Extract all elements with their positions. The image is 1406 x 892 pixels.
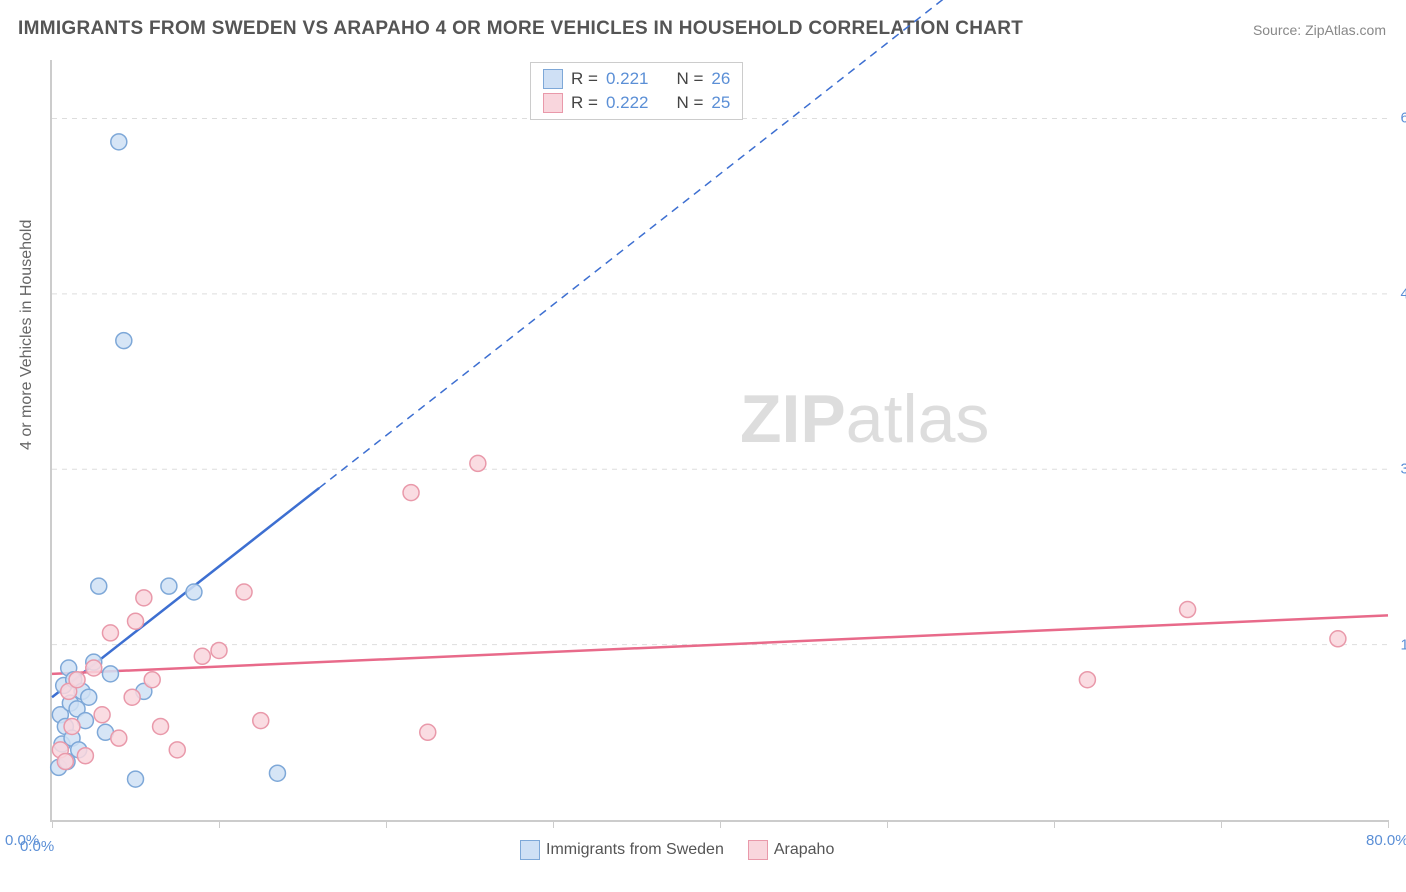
y-tick-label: 60.0% xyxy=(1393,110,1406,127)
x-tick xyxy=(1388,820,1389,828)
legend-n-label: N = xyxy=(676,69,703,89)
y-axis-label: 4 or more Vehicles in Household xyxy=(18,220,36,450)
x-tick-label: 80.0% xyxy=(1366,832,1406,849)
chart-title: IMMIGRANTS FROM SWEDEN VS ARAPAHO 4 OR M… xyxy=(18,18,1023,40)
x-tick-label: 0.0% xyxy=(20,838,54,855)
legend-series-label: Immigrants from Sweden xyxy=(546,841,724,859)
y-tick-label: 45.0% xyxy=(1393,285,1406,302)
legend-r-value: 0.221 xyxy=(606,69,649,89)
x-tick xyxy=(386,820,387,828)
legend-n-label: N = xyxy=(676,93,703,113)
x-tick xyxy=(553,820,554,828)
legend-r-label: R = xyxy=(571,69,598,89)
legend-series: Immigrants from Sweden Arapaho xyxy=(520,840,834,860)
x-tick xyxy=(52,820,53,828)
x-tick xyxy=(1054,820,1055,828)
source-text: Source: ZipAtlas.com xyxy=(1253,22,1386,38)
legend-r-value: 0.222 xyxy=(606,93,649,113)
x-tick xyxy=(219,820,220,828)
x-tick xyxy=(720,820,721,828)
legend-swatch-icon xyxy=(520,840,540,860)
legend-series-item: Immigrants from Sweden xyxy=(520,840,724,860)
legend-r-label: R = xyxy=(571,93,598,113)
legend-swatch-icon xyxy=(543,69,563,89)
plot-area: 15.0%30.0%45.0%60.0% xyxy=(50,60,1388,822)
legend-series-label: Arapaho xyxy=(774,841,835,859)
legend-swatch-icon xyxy=(748,840,768,860)
legend-series-item: Arapaho xyxy=(748,840,835,860)
chart-svg xyxy=(52,60,1388,820)
x-tick xyxy=(1221,820,1222,828)
y-tick-label: 15.0% xyxy=(1393,636,1406,653)
legend-swatch-icon xyxy=(543,93,563,113)
legend-stats-row: R = 0.221 N = 26 xyxy=(543,67,730,91)
y-tick-label: 30.0% xyxy=(1393,461,1406,478)
x-tick xyxy=(887,820,888,828)
legend-n-value: 26 xyxy=(711,69,730,89)
legend-stats: R = 0.221 N = 26 R = 0.222 N = 25 xyxy=(530,62,743,120)
legend-stats-row: R = 0.222 N = 25 xyxy=(543,91,730,115)
legend-n-value: 25 xyxy=(711,93,730,113)
